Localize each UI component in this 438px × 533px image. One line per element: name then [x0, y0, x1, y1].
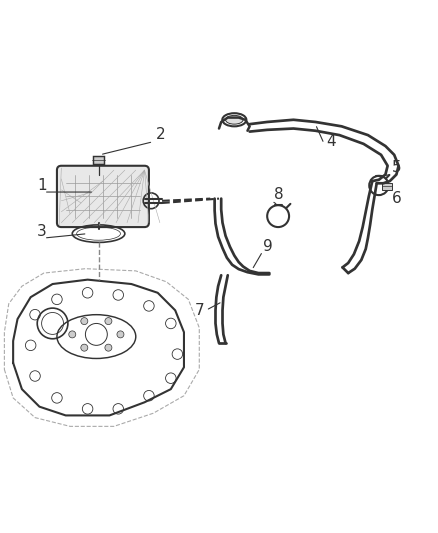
- Text: 9: 9: [263, 239, 272, 254]
- FancyBboxPatch shape: [57, 166, 149, 227]
- Text: 2: 2: [155, 127, 165, 142]
- Ellipse shape: [226, 115, 243, 124]
- Text: 5: 5: [392, 160, 402, 175]
- Text: 7: 7: [195, 303, 205, 318]
- Text: 6: 6: [392, 191, 402, 206]
- Text: 8: 8: [274, 187, 283, 201]
- Circle shape: [105, 318, 112, 325]
- Circle shape: [69, 331, 76, 338]
- Circle shape: [117, 331, 124, 338]
- Circle shape: [105, 344, 112, 351]
- Text: 4: 4: [326, 134, 336, 149]
- Bar: [382, 183, 392, 190]
- Circle shape: [81, 344, 88, 351]
- Text: 1: 1: [37, 178, 47, 193]
- Circle shape: [81, 318, 88, 325]
- Text: 3: 3: [37, 224, 47, 239]
- Bar: [93, 156, 104, 164]
